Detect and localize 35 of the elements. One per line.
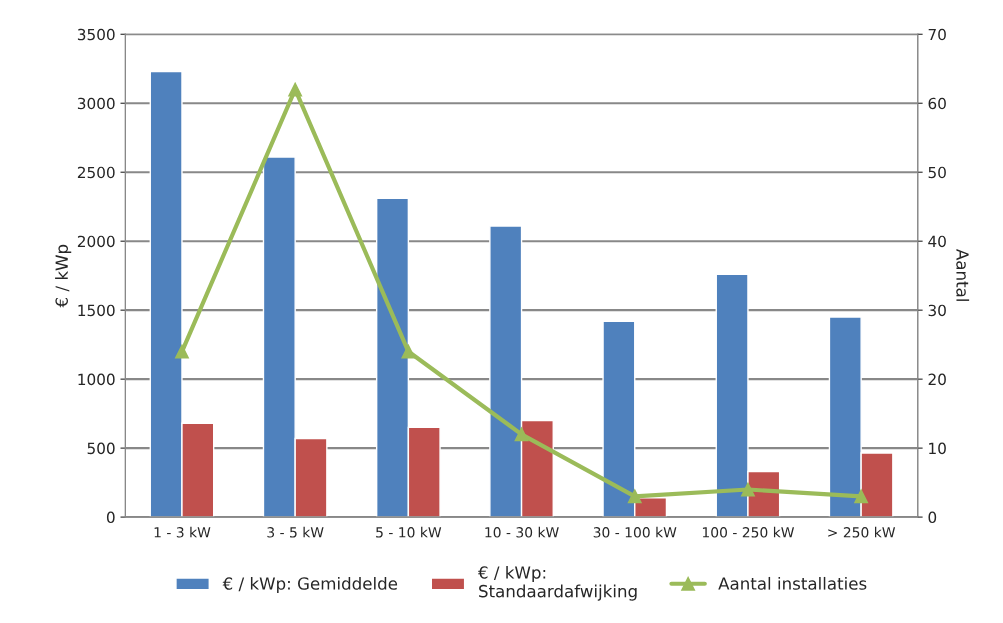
point bbox=[288, 82, 303, 97]
y-tick-label: 500 bbox=[87, 442, 115, 455]
legend-label: € / kWp: Standaardafwijking bbox=[477, 565, 637, 601]
y2-tick-label: 30 bbox=[928, 304, 946, 317]
y-tick-label: 2500 bbox=[77, 166, 115, 179]
point bbox=[175, 344, 189, 359]
y-tick-label: 1000 bbox=[78, 373, 115, 386]
point bbox=[627, 489, 642, 504]
legend-label: € / kWp: Gemiddelde bbox=[222, 576, 398, 594]
x-tick-label: 100 - 250 kW bbox=[702, 526, 795, 538]
y-tick-label: 2000 bbox=[77, 235, 115, 248]
y2-tick-label: 40 bbox=[928, 235, 946, 248]
y2-tick-label: 70 bbox=[928, 28, 946, 41]
y-tick-label: 0 bbox=[106, 511, 115, 524]
x-tick-label: 30 - 100 kW bbox=[593, 526, 677, 538]
y2-tick-label: 50 bbox=[928, 166, 946, 179]
y-tick-label: 3500 bbox=[77, 28, 115, 41]
y-tick-label: 3000 bbox=[77, 97, 115, 110]
x-tick-label: 3 - 5 kW bbox=[267, 526, 324, 538]
y2-tick-label: 10 bbox=[929, 442, 946, 455]
y2-tick-label: 20 bbox=[928, 373, 946, 386]
legend-label: Aantal installaties bbox=[718, 576, 867, 590]
y2-axis-title: Aantal bbox=[956, 249, 970, 301]
y2-tick-label: 0 bbox=[928, 511, 937, 524]
x-tick-label: 10 - 30 kW bbox=[485, 526, 559, 538]
y2-tick-label: 60 bbox=[928, 97, 946, 110]
point bbox=[741, 482, 755, 497]
x-tick-label: 5 - 10 kW bbox=[376, 526, 442, 538]
y-tick-label: 1500 bbox=[78, 304, 115, 317]
y-axis-title: € / kWp bbox=[55, 244, 72, 308]
point bbox=[514, 427, 529, 442]
x-tick-label: 1 - 3 kW bbox=[154, 526, 211, 538]
point bbox=[854, 489, 869, 504]
point bbox=[401, 344, 416, 359]
x-tick-label: > 250 kW bbox=[828, 526, 896, 538]
